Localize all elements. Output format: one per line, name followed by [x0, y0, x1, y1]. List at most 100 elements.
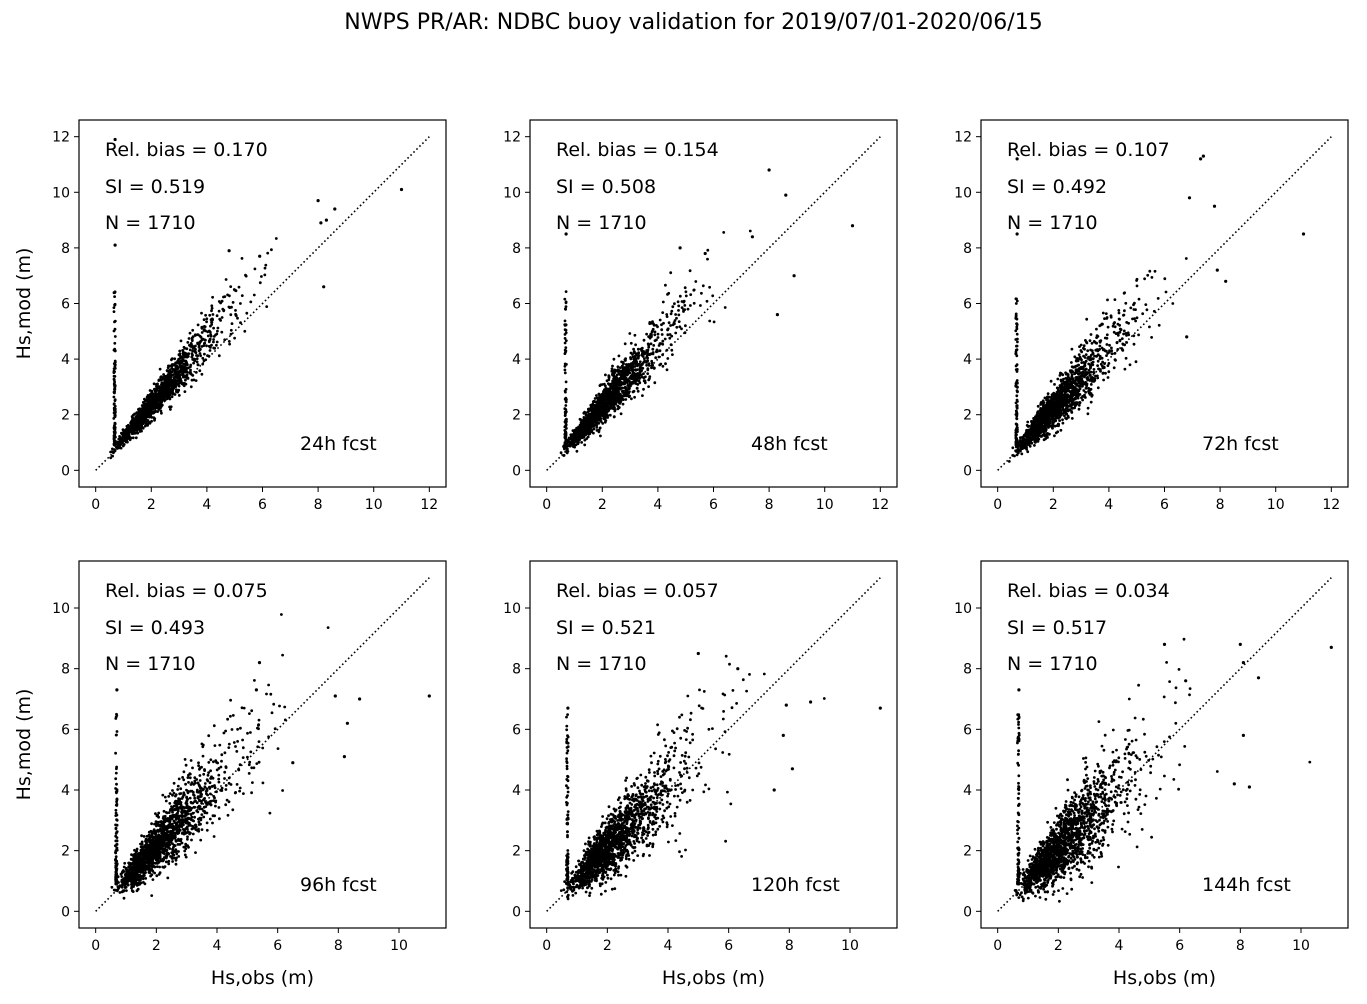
data-point: [1135, 316, 1139, 320]
data-point: [1043, 434, 1047, 438]
data-point: [565, 438, 568, 442]
outlier-point: [227, 249, 231, 253]
data-point: [113, 390, 116, 394]
data-point: [564, 307, 567, 311]
data-point: [566, 450, 570, 453]
data-point: [723, 306, 727, 309]
data-point: [234, 309, 237, 312]
data-point: [155, 389, 159, 392]
data-point: [149, 398, 153, 402]
data-point: [200, 311, 203, 315]
data-point: [659, 342, 663, 345]
data-point: [132, 417, 136, 421]
data-point: [1148, 325, 1151, 329]
y-tick-label: 4: [61, 352, 70, 368]
data-point: [602, 404, 606, 408]
data-point: [595, 429, 599, 432]
data-point: [646, 359, 650, 363]
data-point: [671, 353, 674, 356]
data-point: [628, 371, 632, 375]
data-point: [1106, 325, 1110, 329]
y-tick-label: 2: [61, 408, 70, 424]
data-point: [167, 380, 171, 384]
data-point: [1014, 315, 1018, 318]
data-point: [1068, 404, 1071, 408]
outlier-point: [113, 243, 117, 247]
data-point: [599, 434, 602, 438]
data-point: [1129, 306, 1133, 310]
data-point: [200, 372, 204, 376]
data-point: [187, 337, 191, 340]
data-point: [1098, 324, 1102, 328]
data-point: [159, 387, 163, 391]
figure-title: NWPS PR/AR: NDBC buoy validation for 201…: [344, 10, 1043, 35]
data-point: [146, 424, 150, 427]
data-point: [564, 339, 568, 342]
data-point: [617, 388, 621, 391]
data-point: [1109, 314, 1113, 318]
data-point: [191, 328, 195, 332]
data-point: [137, 416, 141, 420]
data-point: [590, 430, 593, 434]
data-point: [180, 355, 184, 359]
data-point: [173, 357, 177, 361]
data-point: [183, 390, 187, 393]
data-point: [1089, 333, 1093, 336]
data-point: [205, 320, 209, 324]
data-point: [600, 394, 604, 398]
data-point: [599, 420, 603, 423]
data-point: [1079, 374, 1083, 378]
data-point: [673, 302, 676, 306]
data-point: [113, 341, 117, 345]
data-point: [694, 280, 698, 283]
data-point: [699, 304, 702, 307]
outlier-point: [258, 254, 262, 258]
data-point: [142, 410, 146, 413]
data-point: [1092, 370, 1095, 374]
data-point: [1113, 358, 1117, 362]
data-point: [646, 342, 650, 346]
data-point: [601, 383, 604, 386]
data-point: [567, 440, 571, 444]
data-point: [113, 431, 117, 434]
data-point: [648, 353, 651, 356]
data-point: [634, 343, 637, 347]
data-point: [1078, 355, 1082, 359]
data-point: [616, 407, 620, 411]
data-point: [575, 449, 579, 453]
data-point: [1096, 348, 1100, 352]
data-point: [614, 375, 618, 378]
data-point: [184, 368, 188, 372]
data-point: [158, 393, 162, 397]
data-point: [634, 368, 637, 371]
data-point: [1088, 387, 1091, 391]
data-point: [1085, 340, 1088, 344]
data-point: [113, 303, 116, 307]
data-point: [1090, 393, 1094, 397]
data-point: [1018, 436, 1022, 439]
data-point: [237, 285, 241, 289]
data-point: [163, 380, 167, 384]
data-point: [198, 352, 202, 355]
data-point: [578, 433, 582, 436]
data-point: [112, 348, 116, 352]
data-point: [216, 329, 219, 333]
data-point: [609, 382, 613, 386]
data-point: [1082, 354, 1085, 358]
data-point: [1015, 297, 1018, 301]
data-point: [199, 339, 203, 343]
data-point: [173, 377, 176, 381]
data-point: [621, 402, 625, 406]
data-point: [678, 294, 682, 298]
data-point: [1104, 371, 1107, 375]
data-point: [1025, 441, 1029, 444]
data-point: [229, 285, 233, 288]
data-point: [613, 370, 617, 373]
data-point: [640, 375, 643, 379]
data-point: [1085, 384, 1088, 388]
data-point: [183, 352, 187, 356]
data-point: [604, 399, 607, 403]
data-point: [124, 430, 127, 434]
data-point: [663, 337, 667, 341]
data-point: [1105, 354, 1108, 357]
